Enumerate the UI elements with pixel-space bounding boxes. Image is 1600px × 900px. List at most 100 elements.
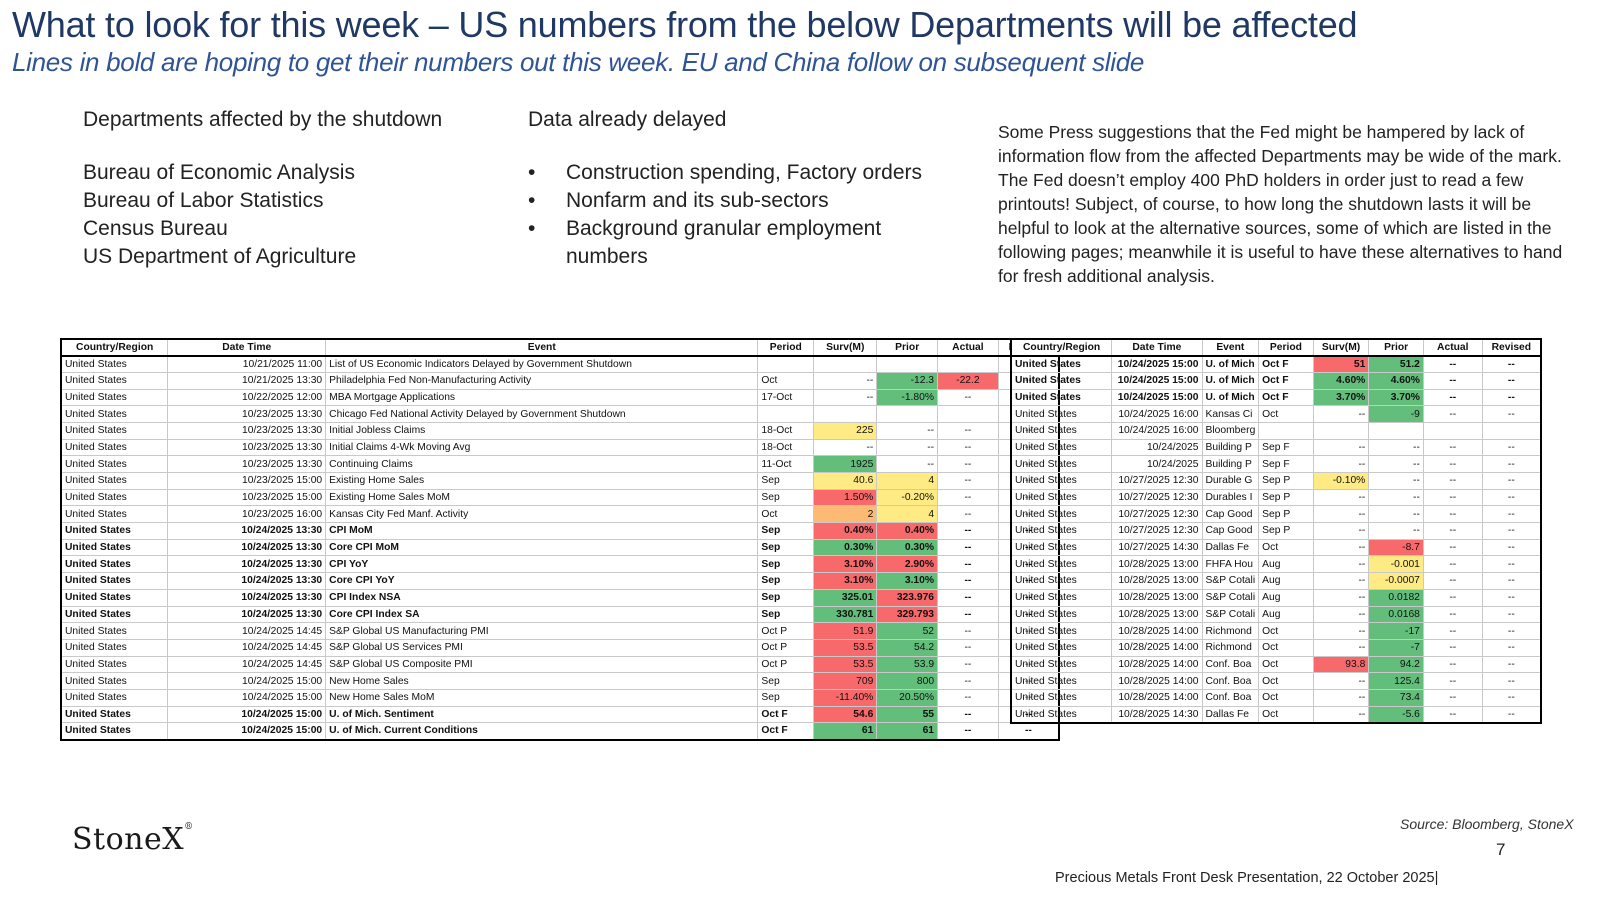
revised-cell: -- bbox=[1481, 538, 1542, 557]
datetime-cell: 10/24/2025 13:30 bbox=[167, 572, 327, 590]
column-header: Event bbox=[325, 338, 759, 357]
datetime-cell: 10/24/2025 15:00 bbox=[1111, 371, 1203, 390]
survey-cell bbox=[813, 405, 878, 423]
survey-cell: 1925 bbox=[813, 455, 878, 473]
actual-cell: -- bbox=[1422, 572, 1483, 590]
survey-cell: -- bbox=[1312, 405, 1370, 423]
datetime-cell: 10/24/2025 13:30 bbox=[167, 538, 327, 557]
table-row: United States 10/24/2025 15:00 U. of Mich.… bbox=[60, 705, 1060, 724]
event-cell: FHFA Hou bbox=[1201, 555, 1260, 574]
country-cell: United States bbox=[60, 622, 169, 640]
datetime-cell: 10/24/2025 14:45 bbox=[167, 638, 327, 657]
event-cell: U. of Mich. Sentiment bbox=[325, 705, 759, 724]
period-cell: 17-Oct bbox=[757, 388, 815, 407]
datetime-cell: 10/28/2025 13:00 bbox=[1111, 605, 1203, 624]
datetime-cell: 10/24/2025 15:00 bbox=[167, 722, 327, 740]
survey-cell: 51.9 bbox=[813, 622, 878, 640]
period-cell: Oct F bbox=[757, 705, 815, 724]
period-cell: Oct P bbox=[757, 638, 815, 657]
survey-cell: 330.781 bbox=[813, 605, 878, 624]
table-row: United States 10/28/2025 14:00 Conf. Boa Oc… bbox=[1010, 688, 1542, 707]
prior-cell: -9 bbox=[1368, 405, 1424, 423]
period-cell: Sep bbox=[757, 522, 815, 540]
table-row: United States 10/24/2025 13:30 Core CPI Yo… bbox=[60, 572, 1060, 590]
prior-cell: -- bbox=[1368, 488, 1424, 507]
survey-cell: -- bbox=[1312, 538, 1370, 557]
slide-title: What to look for this week – US numbers … bbox=[12, 4, 1358, 45]
period-cell: Oct bbox=[1258, 705, 1314, 724]
column-header: Date Time bbox=[167, 338, 327, 357]
logo-text: StoneX bbox=[72, 822, 185, 857]
revised-cell: -- bbox=[997, 722, 1060, 740]
survey-cell: -11.40% bbox=[813, 688, 878, 707]
datetime-cell: 10/24/2025 13:30 bbox=[167, 588, 327, 607]
actual-cell: -- bbox=[1422, 488, 1483, 507]
column-header: Prior bbox=[876, 338, 939, 357]
survey-cell: 3.10% bbox=[813, 572, 878, 590]
country-cell: United States bbox=[1010, 455, 1113, 473]
actual-cell: -22.2 bbox=[937, 371, 999, 390]
country-cell: United States bbox=[60, 572, 169, 590]
event-cell: New Home Sales MoM bbox=[325, 688, 759, 707]
table-row: United States 10/24/2025 13:30 CPI YoY Sep 3… bbox=[60, 555, 1060, 574]
survey-cell: -0.10% bbox=[1312, 472, 1370, 490]
datetime-cell: 10/28/2025 13:00 bbox=[1111, 555, 1203, 574]
event-cell: CPI MoM bbox=[325, 522, 759, 540]
period-cell: Oct bbox=[1258, 638, 1314, 657]
presentation-footer: Precious Metals Front Desk Presentation,… bbox=[1055, 870, 1439, 886]
period-cell: Oct bbox=[757, 505, 815, 524]
country-cell: United States bbox=[60, 355, 169, 373]
revised-cell: -- bbox=[1481, 405, 1542, 423]
prior-cell: -0.0007 bbox=[1368, 572, 1424, 590]
revised-cell: -- bbox=[1481, 655, 1542, 674]
survey-cell: -- bbox=[1312, 605, 1370, 624]
period-cell: Sep bbox=[757, 672, 815, 690]
country-cell: United States bbox=[1010, 421, 1113, 440]
event-cell: S&P Global US Manufacturing PMI bbox=[325, 622, 759, 640]
period-cell: Sep bbox=[757, 688, 815, 707]
actual-cell: -- bbox=[937, 572, 999, 590]
table-row: United States 10/23/2025 15:00 Existing Ho… bbox=[60, 488, 1060, 507]
prior-cell: 125.4 bbox=[1368, 672, 1424, 690]
period-cell: Aug bbox=[1258, 572, 1314, 590]
event-cell: Dallas Fe bbox=[1201, 705, 1260, 724]
country-cell: United States bbox=[1010, 588, 1113, 607]
revised-cell: -- bbox=[1481, 605, 1542, 624]
table-body: United States 10/24/2025 15:00 U. of Mich O… bbox=[1010, 355, 1542, 724]
revised-cell: -- bbox=[1481, 472, 1542, 490]
period-cell: Sep bbox=[757, 555, 815, 574]
actual-cell: -- bbox=[937, 488, 999, 507]
period-cell: Oct F bbox=[1258, 355, 1314, 373]
datetime-cell: 10/24/2025 13:30 bbox=[167, 605, 327, 624]
period-cell: Oct bbox=[757, 371, 815, 390]
table-row: United States 10/24/2025 15:00 New Home Sa… bbox=[60, 688, 1060, 707]
event-cell: Conf. Boa bbox=[1201, 672, 1260, 690]
prior-cell: -- bbox=[1368, 455, 1424, 473]
event-cell: Core CPI YoY bbox=[325, 572, 759, 590]
actual-cell: -- bbox=[1422, 605, 1483, 624]
revised-cell: -- bbox=[1481, 572, 1542, 590]
period-cell: Oct F bbox=[1258, 388, 1314, 407]
country-cell: United States bbox=[1010, 655, 1113, 674]
actual-cell: -- bbox=[1422, 638, 1483, 657]
datetime-cell: 10/24/2025 13:30 bbox=[167, 522, 327, 540]
datetime-cell: 10/23/2025 13:30 bbox=[167, 405, 327, 423]
datetime-cell: 10/28/2025 13:00 bbox=[1111, 588, 1203, 607]
table-row: United States 10/23/2025 13:30 Initial Cla… bbox=[60, 438, 1060, 457]
event-cell: U. of Mich bbox=[1201, 388, 1260, 407]
survey-cell: 4.60% bbox=[1312, 371, 1370, 390]
actual-cell: -- bbox=[1422, 588, 1483, 607]
event-cell: Durables I bbox=[1201, 488, 1260, 507]
survey-cell: -- bbox=[1312, 572, 1370, 590]
departments-panel: Departments affected by the shutdown Bur… bbox=[83, 108, 442, 271]
period-cell: Oct bbox=[1258, 405, 1314, 423]
column-header: Actual bbox=[937, 338, 999, 357]
period-cell: Sep bbox=[757, 588, 815, 607]
prior-cell: 51.2 bbox=[1368, 355, 1424, 373]
actual-cell: -- bbox=[1422, 472, 1483, 490]
event-cell: Cap Good bbox=[1201, 522, 1260, 540]
event-cell: Building P bbox=[1201, 455, 1260, 473]
table-row: United States 10/24/2025 13:30 Core CPI Mo… bbox=[60, 538, 1060, 557]
survey-cell: -- bbox=[1312, 705, 1370, 724]
